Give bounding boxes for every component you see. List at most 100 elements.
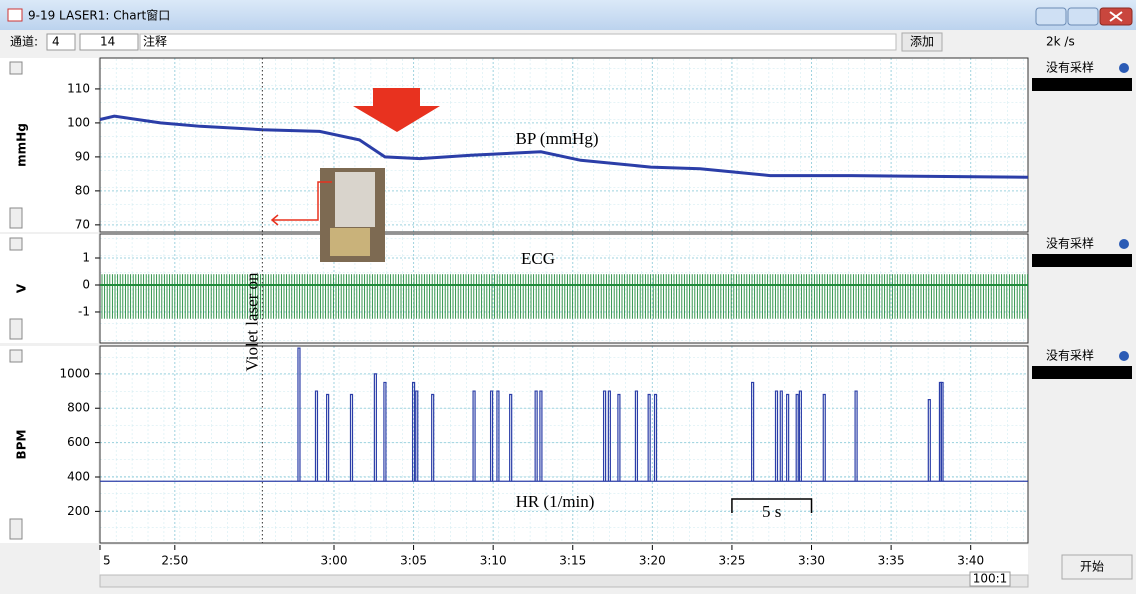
- channel-label: 通道:: [10, 35, 38, 49]
- hr-spike: [774, 390, 779, 482]
- x-tick-label: 2:50: [161, 554, 188, 568]
- comment-box[interactable]: [139, 33, 897, 51]
- y-tick-label: 1: [82, 251, 90, 265]
- x-tick-label: 3:05: [400, 554, 427, 568]
- zoom-buttons: [9, 207, 23, 229]
- app-icon: [7, 8, 23, 22]
- hr-spike: [415, 390, 419, 482]
- y-tick-label: 800: [67, 401, 90, 415]
- pointer-arrow: [270, 181, 332, 226]
- y-axis-label: mmHg: [15, 123, 29, 167]
- zoom-buttons: [9, 318, 23, 340]
- hr-spike: [786, 393, 790, 482]
- time-axis-bg: [100, 545, 1028, 575]
- y-tick-label: 600: [67, 435, 90, 449]
- hr-spike: [602, 390, 607, 482]
- channel-name: Channel 2: [1035, 78, 1100, 92]
- y-axis-label: V: [15, 283, 29, 293]
- hr-spike: [940, 381, 944, 482]
- channel-value: 4: [52, 35, 60, 49]
- scale-label: 5 s: [762, 502, 781, 521]
- hr-spike: [854, 390, 858, 482]
- hr-spike: [349, 393, 354, 482]
- x-tick-label: 3:25: [718, 554, 745, 568]
- y-tick-label: 100: [67, 115, 90, 129]
- axis-area: [0, 58, 98, 232]
- hr-spike: [607, 390, 611, 482]
- hr-spike: [373, 373, 377, 482]
- channel-select[interactable]: [1032, 254, 1132, 267]
- x-tick-label: 3:35: [878, 554, 905, 568]
- title-bar: [0, 0, 1136, 30]
- hr-spike: [314, 390, 319, 482]
- y-tick-label: 80: [75, 183, 90, 197]
- minimize[interactable]: [1035, 7, 1067, 26]
- hr-spike: [779, 390, 783, 482]
- hr-spike: [383, 381, 387, 482]
- hr-spike: [534, 390, 538, 482]
- channel-select[interactable]: [1032, 366, 1132, 379]
- bp-trace: [99, 114, 1029, 179]
- channel-select[interactable]: [1032, 78, 1132, 91]
- y-tick-label: 110: [67, 81, 90, 95]
- status: 没有采样: [1046, 348, 1094, 363]
- hr-spike: [927, 399, 931, 482]
- hr-spike: [431, 393, 435, 482]
- annotation: HR (1/min): [516, 492, 595, 511]
- channel-panel: [1030, 234, 1134, 343]
- hr-spike: [634, 390, 639, 482]
- hr-spike: [509, 393, 513, 482]
- y-tick-label: 70: [75, 217, 90, 231]
- y-tick-label: 1000: [59, 366, 90, 380]
- y-tick-label: 200: [67, 504, 90, 518]
- plot-frame: [99, 345, 1029, 544]
- channel-select[interactable]: [46, 33, 76, 51]
- ecg-trace: [101, 274, 1029, 319]
- add-label: 添加: [910, 35, 934, 49]
- window-title: 9-19 LASER1: Chart窗口: [28, 9, 170, 23]
- info-icon: [1119, 239, 1129, 249]
- y-tick-label: -1: [78, 304, 90, 318]
- ratio-box[interactable]: [969, 571, 1011, 587]
- value-box[interactable]: [79, 33, 139, 51]
- x-tick-label: 3:30: [798, 554, 825, 568]
- status: 没有采样: [1046, 236, 1094, 251]
- ratio: 100:1: [973, 572, 1008, 586]
- minor-grid: [100, 58, 1028, 232]
- annotation: BP (mmHg): [516, 129, 599, 148]
- plot-frame: [99, 57, 1029, 233]
- maximize[interactable]: [1067, 7, 1099, 26]
- minor-grid: [100, 346, 1028, 543]
- hr-spike: [647, 393, 651, 482]
- annotation: ECG: [521, 249, 555, 268]
- y-axis-label: BPM: [15, 430, 29, 460]
- zoom-buttons: [9, 518, 23, 540]
- x-tick-label: 3:20: [639, 554, 666, 568]
- add-button[interactable]: [901, 32, 943, 52]
- scale-button: [9, 349, 23, 363]
- hr-spike: [326, 393, 330, 482]
- comment: 注释: [143, 34, 167, 49]
- hr-spike: [798, 390, 802, 482]
- hr-spike: [489, 390, 494, 482]
- hr-spike: [472, 390, 476, 482]
- scale-button: [9, 237, 23, 251]
- hr-spike: [795, 393, 799, 482]
- minor-grid: [100, 234, 1028, 343]
- hr-spike: [751, 381, 755, 482]
- status: 没有采样: [1046, 60, 1094, 75]
- y-tick-label: 90: [75, 149, 90, 163]
- hr-spike: [617, 393, 621, 482]
- rate: 2k /s: [1046, 35, 1075, 49]
- scrollbar[interactable]: [99, 574, 1029, 588]
- info-icon: [1119, 63, 1129, 73]
- window-buttons[interactable]: [1035, 7, 1133, 26]
- start-label: 开始: [1080, 560, 1104, 574]
- start-button[interactable]: [1061, 554, 1133, 580]
- info-icon: [1119, 351, 1129, 361]
- mouse-photo-detail: [330, 228, 370, 256]
- hr-spike: [496, 390, 500, 482]
- hr-spike: [539, 390, 543, 482]
- red-arrow: [353, 88, 440, 132]
